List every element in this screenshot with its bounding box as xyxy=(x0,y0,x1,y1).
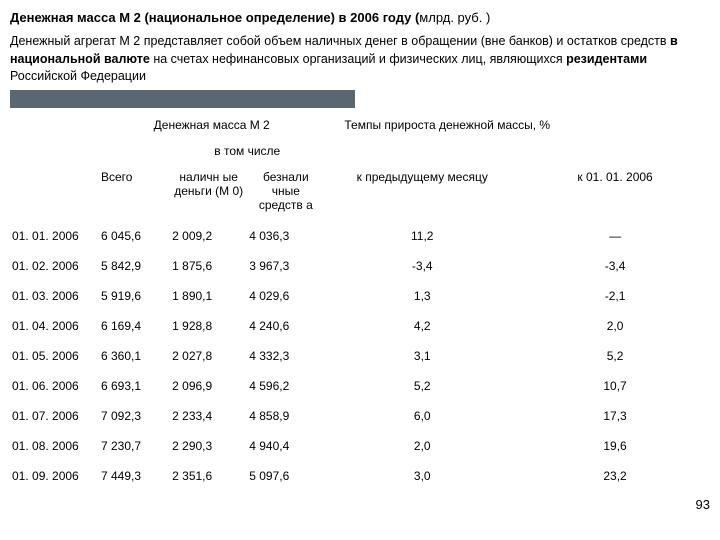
cell-cash: 2 027,8 xyxy=(170,341,247,371)
cell-noncash: 4 036,3 xyxy=(247,221,324,251)
cell-growth-prev: -3,4 xyxy=(324,251,520,281)
cell-date: 01. 09. 2006 xyxy=(10,461,99,491)
cell-growth-prev: 4,2 xyxy=(324,311,520,341)
cell-growth-prev: 3,1 xyxy=(324,341,520,371)
cell-date: 01. 08. 2006 xyxy=(10,431,99,461)
table-row: 01. 01. 20066 045,62 009,24 036,311,2— xyxy=(10,221,710,251)
cell-growth-ytd: 23,2 xyxy=(520,461,710,491)
hdr-cash: наличн ые деньги (М 0) xyxy=(170,164,247,221)
cell-total: 6 360,1 xyxy=(99,341,170,371)
cell-cash: 2 233,4 xyxy=(170,401,247,431)
table-row: 01. 02. 20065 842,91 875,63 967,3-3,4-3,… xyxy=(10,251,710,281)
hdr-vsego: Всего xyxy=(99,164,170,221)
cell-growth-prev: 2,0 xyxy=(324,431,520,461)
cell-growth-ytd: 17,3 xyxy=(520,401,710,431)
cell-total: 6 693,1 xyxy=(99,371,170,401)
cell-growth-prev: 11,2 xyxy=(324,221,520,251)
cell-growth-ytd: -3,4 xyxy=(520,251,710,281)
cell-date: 01. 07. 2006 xyxy=(10,401,99,431)
cell-cash: 2 009,2 xyxy=(170,221,247,251)
cell-date: 01. 03. 2006 xyxy=(10,281,99,311)
cell-growth-ytd: 19,6 xyxy=(520,431,710,461)
cell-date: 01. 02. 2006 xyxy=(10,251,99,281)
cell-noncash: 5 097,6 xyxy=(247,461,324,491)
cell-date: 01. 06. 2006 xyxy=(10,371,99,401)
decorative-bar xyxy=(10,90,355,108)
cell-cash: 2 351,6 xyxy=(170,461,247,491)
cell-growth-prev: 5,2 xyxy=(324,371,520,401)
cell-growth-ytd: 2,0 xyxy=(520,311,710,341)
cell-cash: 1 890,1 xyxy=(170,281,247,311)
cell-total: 7 230,7 xyxy=(99,431,170,461)
cell-growth-ytd: -2,1 xyxy=(520,281,710,311)
cell-growth-ytd: — xyxy=(520,221,710,251)
cell-cash: 1 875,6 xyxy=(170,251,247,281)
hdr-0101: к 01. 01. 2006 xyxy=(520,164,710,221)
title-bold: Денежная масса М 2 (национальное определ… xyxy=(10,10,419,25)
cell-noncash: 4 332,3 xyxy=(247,341,324,371)
cell-total: 7 449,3 xyxy=(99,461,170,491)
cell-noncash: 3 967,3 xyxy=(247,251,324,281)
cell-date: 01. 05. 2006 xyxy=(10,341,99,371)
cell-growth-prev: 1,3 xyxy=(324,281,520,311)
cell-total: 6 169,4 xyxy=(99,311,170,341)
cell-growth-ytd: 10,7 xyxy=(520,371,710,401)
cell-cash: 1 928,8 xyxy=(170,311,247,341)
table-row: 01. 04. 20066 169,41 928,84 240,64,22,0 xyxy=(10,311,710,341)
cell-growth-prev: 3,0 xyxy=(324,461,520,491)
cell-total: 5 842,9 xyxy=(99,251,170,281)
cell-total: 7 092,3 xyxy=(99,401,170,431)
hdr-vtom: в том числе xyxy=(170,138,324,164)
cell-noncash: 4 940,4 xyxy=(247,431,324,461)
cell-cash: 2 096,9 xyxy=(170,371,247,401)
cell-total: 5 919,6 xyxy=(99,281,170,311)
cell-date: 01. 04. 2006 xyxy=(10,311,99,341)
hdr-prev: к предыдущему месяцу xyxy=(324,164,520,221)
cell-date: 01. 01. 2006 xyxy=(10,221,99,251)
data-table: Денежная масса М 2 Темпы прироста денежн… xyxy=(10,112,710,491)
page-title: Денежная масса М 2 (национальное определ… xyxy=(10,10,710,25)
cell-growth-ytd: 5,2 xyxy=(520,341,710,371)
description: Денежный агрегат М 2 представляет собой … xyxy=(10,33,710,86)
hdr-growth: Темпы прироста денежной массы, % xyxy=(324,112,710,138)
page-number: 93 xyxy=(696,497,710,512)
cell-noncash: 4 240,6 xyxy=(247,311,324,341)
cell-noncash: 4 596,2 xyxy=(247,371,324,401)
cell-growth-prev: 6,0 xyxy=(324,401,520,431)
cell-noncash: 4 858,9 xyxy=(247,401,324,431)
cell-total: 6 045,6 xyxy=(99,221,170,251)
cell-cash: 2 290,3 xyxy=(170,431,247,461)
hdr-m2: Денежная масса М 2 xyxy=(99,112,324,138)
cell-noncash: 4 029,6 xyxy=(247,281,324,311)
table-row: 01. 03. 20065 919,61 890,14 029,61,3-2,1 xyxy=(10,281,710,311)
table-row: 01. 09. 20067 449,32 351,65 097,63,023,2 xyxy=(10,461,710,491)
table-row: 01. 05. 20066 360,12 027,84 332,33,15,2 xyxy=(10,341,710,371)
table-row: 01. 08. 20067 230,72 290,34 940,42,019,6 xyxy=(10,431,710,461)
title-tail: млрд. руб. ) xyxy=(419,10,490,25)
table-row: 01. 06. 20066 693,12 096,94 596,25,210,7 xyxy=(10,371,710,401)
hdr-noncash: безнали чные средств а xyxy=(247,164,324,221)
table-row: 01. 07. 20067 092,32 233,44 858,96,017,3 xyxy=(10,401,710,431)
